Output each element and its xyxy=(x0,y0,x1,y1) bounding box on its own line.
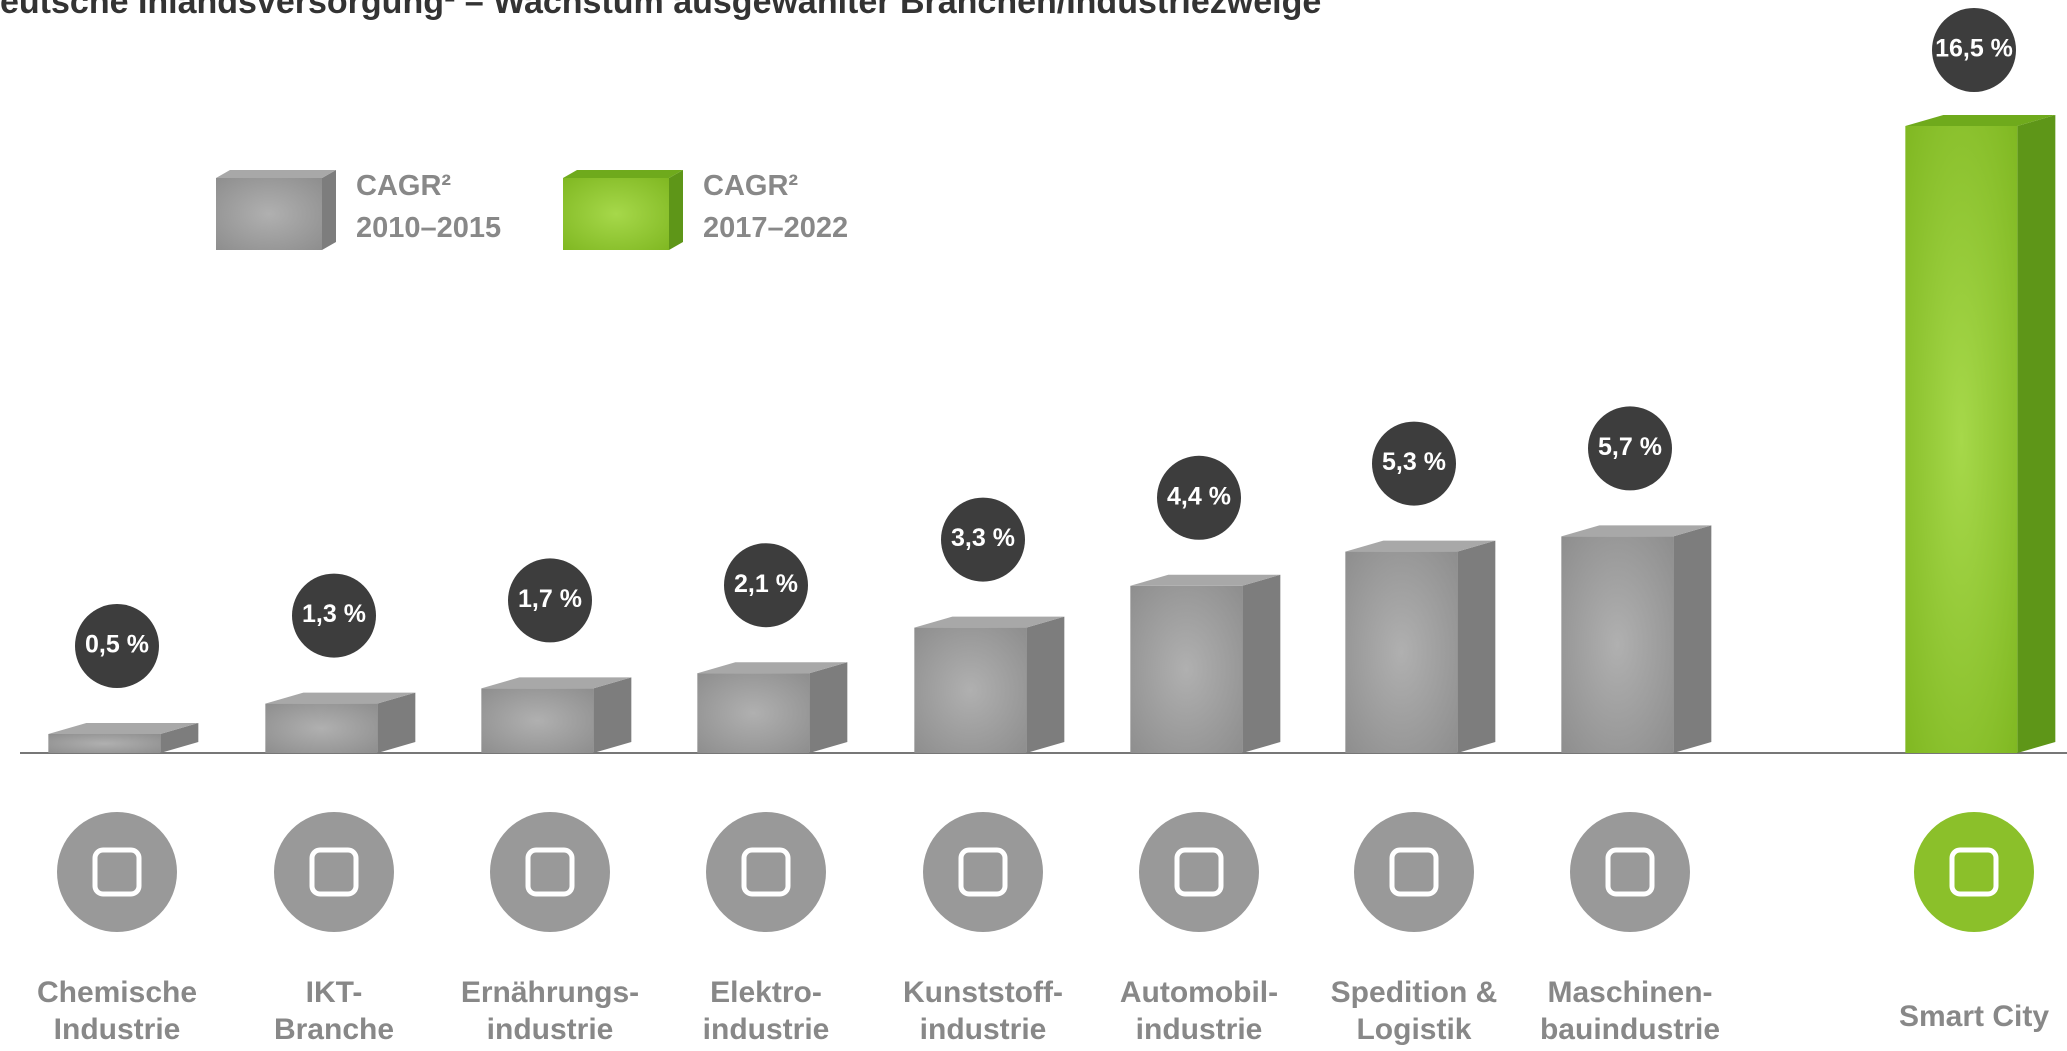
bar-top xyxy=(1905,115,2056,126)
x-tick-label: Smart City xyxy=(1899,1000,2049,1033)
x-tick-label: Chemische xyxy=(37,976,197,1009)
category-icon xyxy=(490,812,610,932)
legend-label-line: 2017–2022 xyxy=(703,212,848,244)
bar xyxy=(481,688,594,753)
bar-top xyxy=(48,723,199,734)
x-tick-label: Elektro- xyxy=(710,976,822,1009)
value-badge xyxy=(1372,421,1456,506)
category-icon xyxy=(57,812,177,932)
value-label: 5,3 % xyxy=(1382,448,1446,476)
bar-side xyxy=(1242,574,1281,753)
category-icon-glyph xyxy=(309,847,359,897)
bar xyxy=(1130,585,1243,753)
bar xyxy=(914,627,1027,753)
category-icon-glyph xyxy=(1174,847,1224,897)
category-icon-glyph xyxy=(92,847,142,897)
x-tick-label: industrie xyxy=(1136,1013,1263,1046)
value-badge xyxy=(1932,8,2016,92)
bar xyxy=(697,673,810,753)
value-label: 16,5 % xyxy=(1935,35,2013,63)
category-icon xyxy=(274,812,394,932)
x-tick-label: industrie xyxy=(920,1013,1047,1046)
legend-label: CAGR² 2010–2015 xyxy=(356,170,501,244)
chart-title: eutsche Inlandsversorgung¹ – Wachstum au… xyxy=(0,0,1321,21)
bar-side xyxy=(593,677,632,753)
bar-side xyxy=(2017,115,2056,753)
bar-top xyxy=(1130,574,1281,586)
bar-side xyxy=(160,723,199,753)
x-tick-label: bauindustrie xyxy=(1540,1013,1720,1046)
x-tick-label: industrie xyxy=(703,1013,830,1046)
legend-swatch-side xyxy=(322,170,336,250)
category-icon-glyph xyxy=(1389,847,1439,897)
legend-label: CAGR² 2017–2022 xyxy=(703,170,848,244)
bar xyxy=(48,734,161,753)
category-icon-glyph xyxy=(958,847,1008,897)
legend-swatch xyxy=(563,178,669,250)
legend-label-line: CAGR² xyxy=(356,170,451,202)
legend-label-line: 2010–2015 xyxy=(356,212,501,244)
category-icon xyxy=(923,812,1043,932)
category-icon-glyph xyxy=(525,847,575,897)
value-label: 4,4 % xyxy=(1167,482,1231,510)
x-tick-label: Logistik xyxy=(1356,1013,1471,1046)
bar-side xyxy=(377,692,416,753)
bar xyxy=(1905,126,2018,753)
legend-swatch-side xyxy=(669,170,683,250)
legend-label-line: CAGR² xyxy=(703,170,798,202)
value-badge xyxy=(1157,455,1241,540)
category-icon-glyph xyxy=(1605,847,1655,897)
value-label: 1,3 % xyxy=(302,600,366,628)
category-icon xyxy=(1914,812,2034,932)
category-icon-glyph xyxy=(1949,847,1999,897)
bar-side xyxy=(1457,540,1496,753)
x-tick-label: IKT- xyxy=(306,976,363,1009)
x-tick-label: Ernährungs- xyxy=(461,976,639,1009)
bar xyxy=(1345,551,1458,753)
bar-side xyxy=(809,662,848,753)
category-icon-glyph xyxy=(741,847,791,897)
legend-swatch-top xyxy=(563,170,683,178)
x-tick-label: industrie xyxy=(487,1013,614,1046)
bar-side xyxy=(1673,525,1712,753)
value-badge xyxy=(724,543,808,628)
category-icon xyxy=(1139,812,1259,932)
category-icon xyxy=(1354,812,1474,932)
value-label: 0,5 % xyxy=(85,631,149,659)
x-tick-label: Spedition & xyxy=(1331,976,1498,1009)
legend-swatch-top xyxy=(216,170,336,178)
value-badge xyxy=(941,497,1025,582)
value-label: 2,1 % xyxy=(734,570,798,598)
legend-swatch xyxy=(216,178,322,250)
bar-top xyxy=(697,662,848,674)
x-tick-label: Branche xyxy=(274,1013,394,1046)
bar-side xyxy=(1026,616,1065,753)
x-tick-label: Industrie xyxy=(54,1013,181,1046)
value-badge xyxy=(508,558,592,643)
value-label: 1,7 % xyxy=(518,585,582,613)
x-tick-label: Kunststoff- xyxy=(903,976,1063,1009)
value-label: 3,3 % xyxy=(951,524,1015,552)
value-label: 5,7 % xyxy=(1598,433,1662,461)
value-badge xyxy=(1588,406,1672,491)
bar-top xyxy=(481,677,632,689)
bar-top xyxy=(914,616,1065,628)
bar-top xyxy=(1561,525,1712,537)
x-tick-label: Maschinen- xyxy=(1547,976,1712,1009)
category-icon xyxy=(1570,812,1690,932)
value-badge xyxy=(75,604,159,688)
bar-top xyxy=(1345,540,1496,552)
category-icon xyxy=(706,812,826,932)
bar xyxy=(265,703,378,753)
bar xyxy=(1561,536,1674,753)
value-badge xyxy=(292,573,376,658)
x-tick-label: Automobil- xyxy=(1120,976,1278,1009)
bar-top xyxy=(265,692,416,704)
